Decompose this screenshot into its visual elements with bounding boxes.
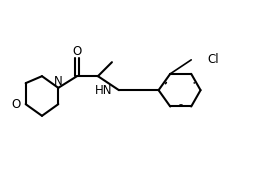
Text: N: N — [54, 75, 63, 88]
Text: O: O — [72, 45, 82, 58]
Text: HN: HN — [95, 84, 112, 97]
Text: Cl: Cl — [207, 53, 219, 66]
Text: O: O — [12, 98, 21, 111]
